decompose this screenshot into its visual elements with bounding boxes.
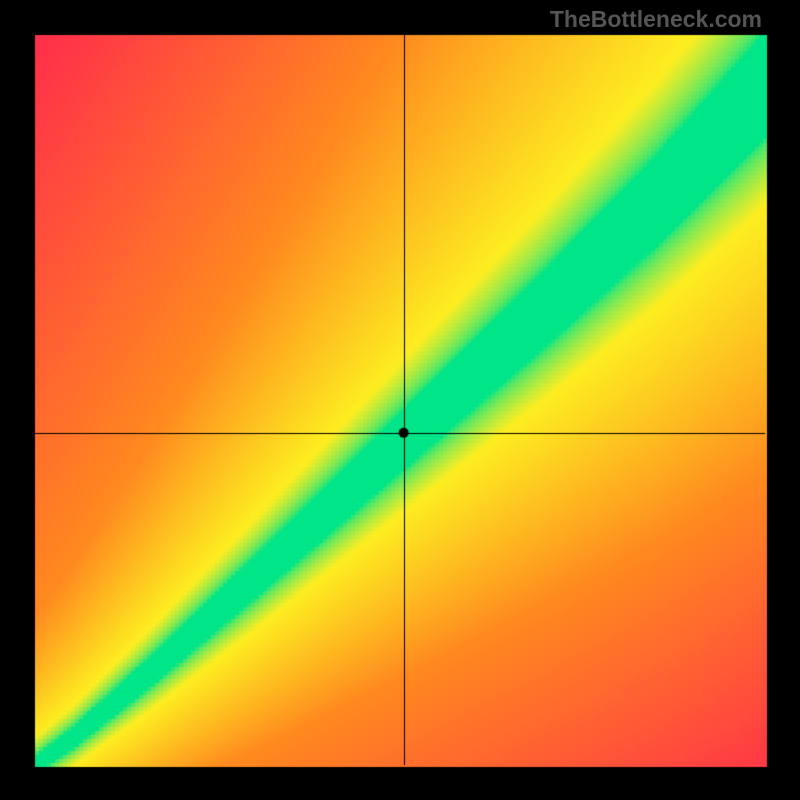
watermark-text: TheBottleneck.com: [550, 6, 762, 33]
chart-container: { "canvas": { "width": 800, "height": 80…: [0, 0, 800, 800]
bottleneck-heatmap: [0, 0, 800, 800]
